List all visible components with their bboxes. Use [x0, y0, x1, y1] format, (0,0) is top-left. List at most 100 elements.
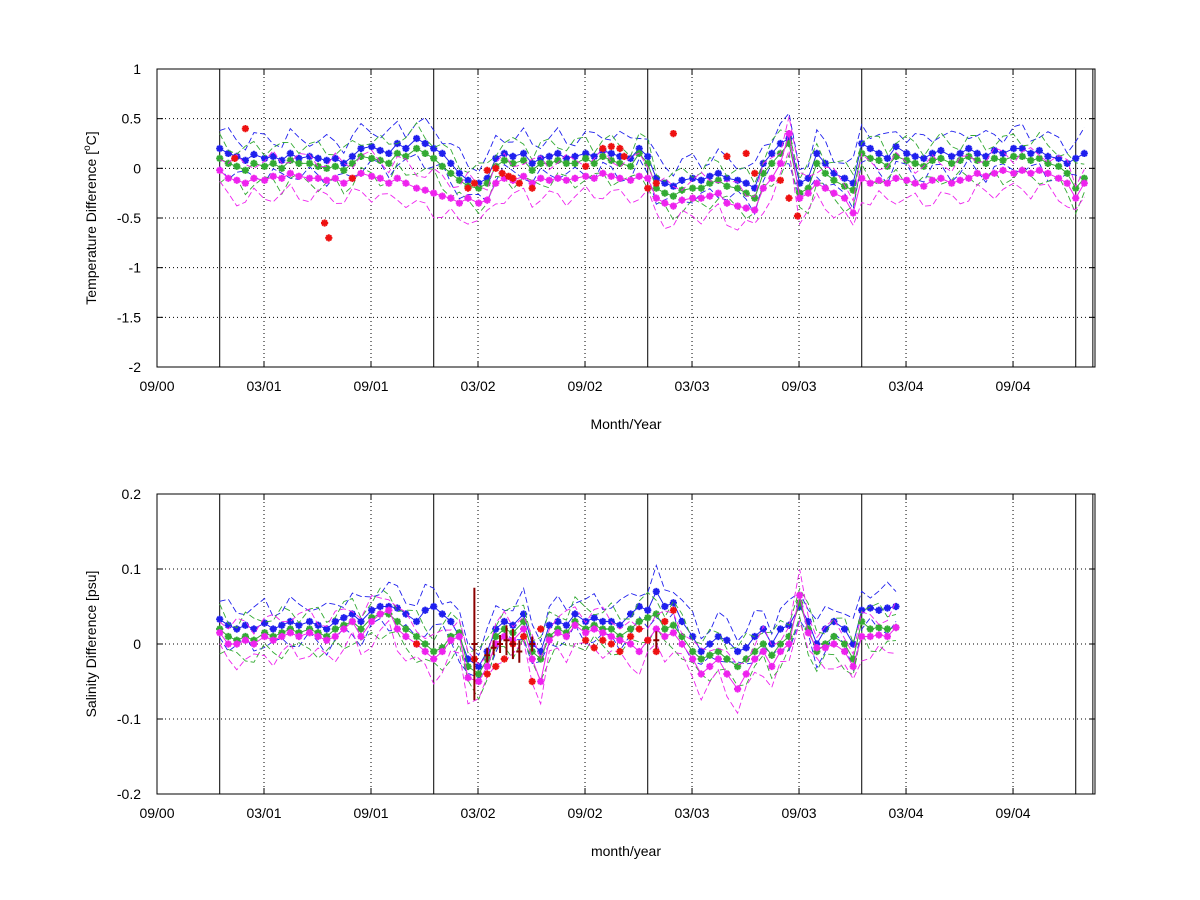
- salinity-series-magenta-point: [697, 670, 705, 678]
- salinity-series-green-point: [447, 632, 455, 641]
- salinity-series-magenta-point: [520, 625, 528, 633]
- salinity-series-blue-point: [706, 640, 714, 648]
- temperature-series-green-point: [393, 149, 401, 157]
- temperature-series-blue-point: [813, 149, 821, 157]
- temperature-series-red-point: [751, 169, 759, 177]
- salinity-series-blue-point: [571, 610, 579, 618]
- salinity-series-green-point: [520, 617, 528, 626]
- temperature-series-magenta-point: [911, 179, 919, 187]
- temperature-series-green-point: [804, 184, 812, 192]
- temperature-series-blue-point: [430, 144, 438, 153]
- salinity-series-magenta-point: [841, 647, 849, 656]
- temperature-series-blue-point: [421, 139, 429, 148]
- salinity-series-green-point: [393, 617, 401, 626]
- salinity-series-magenta-point: [475, 677, 483, 686]
- salinity-series-magenta-point: [323, 636, 331, 644]
- salinity-series-blue-point: [742, 644, 750, 652]
- salinity-series-green-point: [821, 640, 829, 648]
- salinity-series-blue-point: [475, 662, 483, 671]
- temperature-series-magenta-point: [821, 184, 829, 192]
- temperature-series-blue-point: [1027, 149, 1035, 157]
- temperature-series-magenta-point: [492, 179, 500, 187]
- temperature-series-magenta-point: [804, 189, 812, 197]
- salinity-series-blue-point: [348, 610, 356, 618]
- salinity-series-green-point: [261, 629, 269, 637]
- temperature-series-green-point: [956, 156, 964, 164]
- salinity-series-magenta-point: [883, 632, 891, 641]
- temperature-series-blue-point: [582, 149, 590, 157]
- temperature-series-blue-point: [438, 149, 446, 157]
- salinity-series-magenta-point: [368, 617, 376, 626]
- temperature-series-magenta-point: [742, 204, 750, 212]
- temperature-series-blue-point: [644, 152, 652, 160]
- temperature-series-magenta-point: [706, 192, 714, 200]
- salinity-series-blue-point: [241, 621, 249, 629]
- temperature-series-magenta-point: [295, 172, 303, 180]
- temperature-series-blue-point: [714, 169, 722, 177]
- temperature-series-magenta-point: [892, 174, 900, 182]
- temperature-series-blue-point: [455, 169, 463, 177]
- temperature-series-green-point: [500, 156, 508, 164]
- temperature-series-green-point: [241, 166, 249, 174]
- salinity-series-magenta-point: [849, 662, 857, 671]
- salinity-series-magenta-point: [627, 640, 635, 648]
- temperature-series-blue-point: [689, 174, 697, 182]
- salinity-series-blue-point: [813, 640, 821, 648]
- temperature-series-green-point: [785, 139, 793, 148]
- temperature-series-magenta-point: [250, 174, 258, 182]
- temperature-series-red-point: [742, 149, 750, 157]
- salinity-series-magenta-point: [306, 629, 314, 637]
- temperature-series-magenta-point: [1010, 169, 1018, 177]
- temperature-series: [216, 112, 1088, 242]
- salinity-series-green-point: [385, 610, 393, 618]
- salinity-series-green-point: [554, 625, 562, 633]
- temperature-series-magenta-point: [689, 194, 697, 202]
- salinity-series-blue-point: [269, 625, 277, 633]
- salinity-series-magenta-point: [866, 632, 874, 641]
- temperature-series-magenta-point: [1018, 166, 1026, 174]
- temperature-series-magenta-point: [990, 169, 998, 177]
- salinity-series: [216, 563, 900, 715]
- temperature-series-blue-point: [903, 149, 911, 157]
- temperature-series-blue-point: [537, 154, 545, 162]
- salinity-series-blue-point: [849, 640, 857, 648]
- temperature-series-green-point: [402, 152, 410, 160]
- salinity-series-red-point: [413, 640, 421, 648]
- salinity-series-green-point: [537, 655, 545, 663]
- temperature-series-red-point: [776, 176, 784, 184]
- salinity-series-green-point: [455, 629, 463, 637]
- salinity-series-green-envelope: [219, 587, 897, 654]
- salinity-series-green-point: [796, 599, 804, 607]
- salinity-series-blue-point: [385, 602, 393, 611]
- salinity-series-green-point: [883, 625, 891, 633]
- temperature-series-magenta-point: [751, 206, 759, 214]
- salinity-y-axis-label: Salinity Difference [psu]: [83, 571, 99, 718]
- salinity-series-blue-point: [340, 614, 348, 622]
- temperature-series-green-point: [331, 162, 339, 170]
- temperature-series-green-point: [314, 162, 322, 170]
- salinity-series-green-point: [224, 632, 232, 641]
- temperature-series-red-point: [505, 172, 513, 180]
- salinity-series-blue-point: [635, 602, 643, 611]
- temperature-series-blue-point: [286, 149, 294, 157]
- salinity-series-magenta-point: [635, 647, 643, 656]
- temperature-series-red-point: [464, 184, 472, 192]
- salinity-series-green-point: [785, 632, 793, 641]
- salinity-series-blue-point: [841, 625, 849, 633]
- temperature-series-green-point: [948, 159, 956, 167]
- y-tick-label: -2: [129, 359, 142, 375]
- salinity-series-red-point: [669, 606, 677, 614]
- salinity-series-magenta-point: [421, 647, 429, 656]
- temperature-series-magenta-point: [965, 174, 973, 182]
- temperature-series-green-point: [689, 184, 697, 192]
- salinity-series-blue-point: [250, 625, 258, 633]
- salinity-series-blue-point: [883, 604, 891, 612]
- salinity-series-blue-point: [644, 606, 652, 614]
- temperature-series-blue-point: [1035, 146, 1043, 155]
- salinity-series-magenta-point: [438, 647, 446, 656]
- salinity-series-magenta-point: [607, 632, 615, 641]
- x-tick-label: 09/00: [139, 805, 174, 821]
- temperature-series-magenta-point: [216, 166, 224, 174]
- temperature-series-magenta-point: [776, 159, 784, 167]
- temperature-series-green-point: [928, 156, 936, 164]
